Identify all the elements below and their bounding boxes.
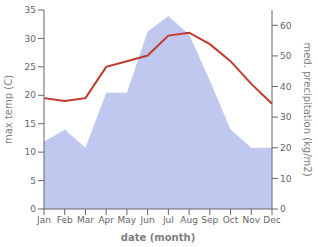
svg-text:Mar: Mar: [77, 215, 94, 225]
svg-text:Aug: Aug: [180, 215, 198, 225]
svg-text:med. precipitation (kg/m2): med. precipitation (kg/m2): [302, 42, 310, 176]
svg-text:Dec: Dec: [263, 215, 280, 225]
svg-text:May: May: [118, 215, 137, 225]
svg-text:10: 10: [280, 174, 292, 184]
svg-text:0: 0: [30, 204, 36, 214]
svg-text:date (month): date (month): [121, 232, 195, 243]
svg-text:35: 35: [25, 5, 36, 15]
svg-text:Sep: Sep: [201, 215, 218, 225]
svg-text:Jul: Jul: [162, 215, 174, 225]
svg-text:max temp (C): max temp (C): [8, 75, 14, 144]
svg-text:40: 40: [280, 82, 292, 92]
svg-text:Apr: Apr: [98, 215, 114, 225]
svg-text:60: 60: [280, 21, 292, 31]
svg-text:Oct: Oct: [223, 215, 239, 225]
svg-text:15: 15: [25, 119, 36, 129]
svg-text:20: 20: [25, 90, 37, 100]
svg-text:Jan: Jan: [36, 215, 51, 225]
svg-text:Feb: Feb: [57, 215, 73, 225]
svg-text:30: 30: [280, 112, 292, 122]
svg-text:Nov: Nov: [242, 215, 260, 225]
svg-text:Jun: Jun: [140, 215, 155, 225]
svg-text:10: 10: [25, 147, 37, 157]
svg-text:50: 50: [280, 51, 292, 61]
svg-text:20: 20: [280, 143, 292, 153]
svg-text:30: 30: [25, 34, 37, 44]
svg-text:0: 0: [280, 204, 286, 214]
svg-text:25: 25: [25, 62, 36, 72]
svg-text:5: 5: [30, 176, 36, 186]
